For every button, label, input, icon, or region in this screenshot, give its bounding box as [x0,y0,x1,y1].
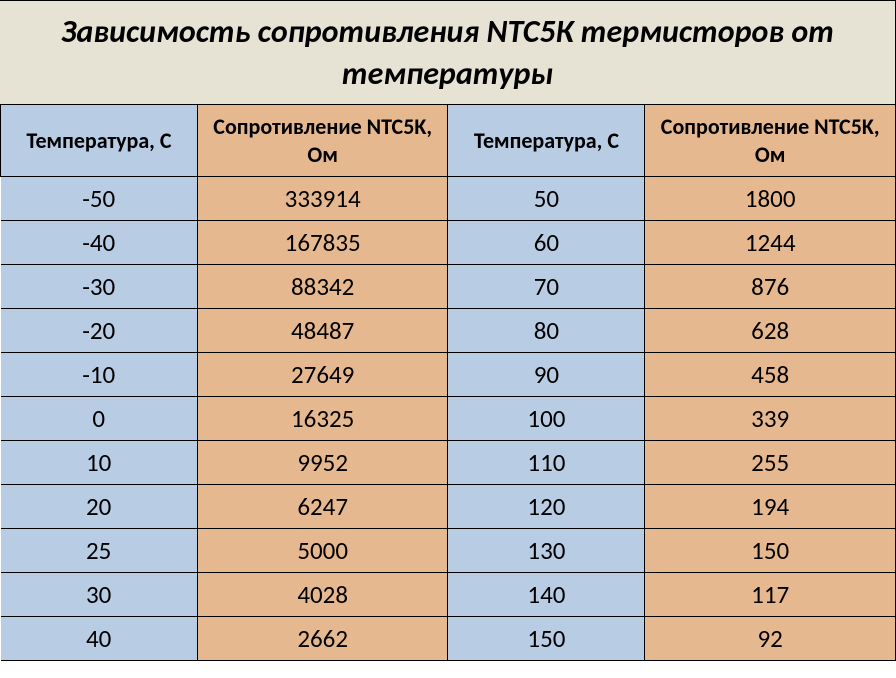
table-cell: -20 [1,309,198,353]
table-cell: -30 [1,265,198,309]
table-cell: 117 [645,573,896,617]
table-cell: 458 [645,353,896,397]
table-cell: 6247 [197,485,448,529]
table-cell: 167835 [197,221,448,265]
table-cell: 255 [645,441,896,485]
table-cell: 628 [645,309,896,353]
table-cell: 1244 [645,221,896,265]
table-cell: 60 [448,221,645,265]
table-row: 40266215092 [1,617,896,661]
table-row: 109952110255 [1,441,896,485]
table-cell: 27649 [197,353,448,397]
table-cell: 90 [448,353,645,397]
table-cell: 48487 [197,309,448,353]
table-cell: 2662 [197,617,448,661]
table-cell: 150 [448,617,645,661]
table-title: Зависимость сопротивления NТС5К термисто… [0,0,896,104]
table-cell: 4028 [197,573,448,617]
table-cell: 140 [448,573,645,617]
table-cell: 130 [448,529,645,573]
table-cell: 339 [645,397,896,441]
table-cell: 10 [1,441,198,485]
table-cell: 50 [448,177,645,221]
table-cell: 333914 [197,177,448,221]
table-cell: -40 [1,221,198,265]
resistance-table: Температура, С Сопротивление NTC5K, Ом Т… [0,104,896,661]
table-container: Зависимость сопротивления NТС5К термисто… [0,0,896,678]
table-row: 255000130150 [1,529,896,573]
table-cell: 80 [448,309,645,353]
table-row: 016325100339 [1,397,896,441]
table-header-row: Температура, С Сопротивление NTC5K, Ом Т… [1,105,896,177]
table-cell: 120 [448,485,645,529]
table-cell: 30 [1,573,198,617]
table-row: -308834270876 [1,265,896,309]
table-cell: 110 [448,441,645,485]
header-res-2: Сопротивление NTC5K, Ом [645,105,896,177]
table-row: 304028140117 [1,573,896,617]
table-cell: 100 [448,397,645,441]
table-cell: 40 [1,617,198,661]
table-cell: 9952 [197,441,448,485]
header-res-1: Сопротивление NTC5K, Ом [197,105,448,177]
table-cell: -10 [1,353,198,397]
table-cell: 150 [645,529,896,573]
table-row: -102764990458 [1,353,896,397]
table-row: -50333914501800 [1,177,896,221]
table-row: -40167835601244 [1,221,896,265]
table-cell: 16325 [197,397,448,441]
table-row: 206247120194 [1,485,896,529]
table-cell: 876 [645,265,896,309]
table-cell: 92 [645,617,896,661]
table-cell: 5000 [197,529,448,573]
table-cell: 194 [645,485,896,529]
table-row: -204848780628 [1,309,896,353]
table-cell: 70 [448,265,645,309]
table-cell: 20 [1,485,198,529]
table-cell: 88342 [197,265,448,309]
table-body: -50333914501800-40167835601244-308834270… [1,177,896,661]
table-cell: 25 [1,529,198,573]
header-temp-1: Температура, С [1,105,198,177]
table-cell: -50 [1,177,198,221]
header-temp-2: Температура, С [448,105,645,177]
table-cell: 0 [1,397,198,441]
table-cell: 1800 [645,177,896,221]
